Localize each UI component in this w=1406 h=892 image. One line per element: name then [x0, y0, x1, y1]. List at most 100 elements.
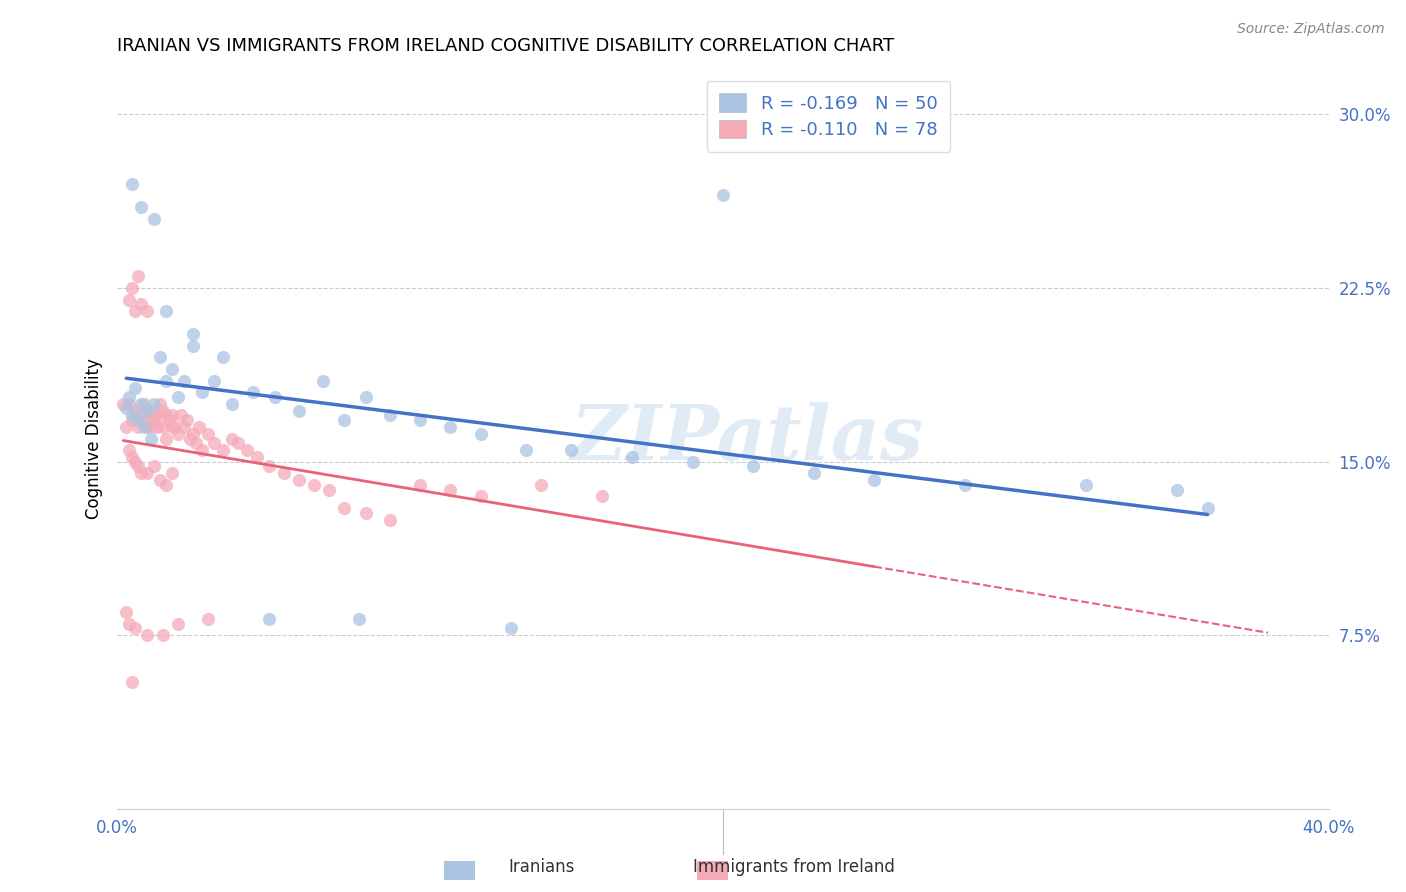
Point	[202, 374, 225, 388]
Point	[136, 628, 159, 642]
Point	[184, 436, 207, 450]
Text: Iranians: Iranians	[508, 858, 575, 876]
Text: Immigrants from Ireland: Immigrants from Ireland	[693, 858, 896, 876]
Legend: R = -0.169   N = 50, R = -0.110   N = 78: R = -0.169 N = 50, R = -0.110 N = 78	[707, 80, 950, 152]
Point	[160, 420, 183, 434]
Point	[127, 420, 149, 434]
Point	[191, 385, 214, 400]
Text: ZIPatlas: ZIPatlas	[571, 401, 924, 475]
Point	[181, 339, 204, 353]
Point	[152, 403, 174, 417]
Point	[354, 390, 377, 404]
Point	[591, 490, 613, 504]
Point	[142, 397, 165, 411]
Point	[139, 420, 162, 434]
Point	[131, 200, 153, 214]
Point	[212, 443, 235, 458]
Point	[197, 426, 219, 441]
Point	[118, 397, 141, 411]
Text: IRANIAN VS IMMIGRANTS FROM IRELAND COGNITIVE DISABILITY CORRELATION CHART: IRANIAN VS IMMIGRANTS FROM IRELAND COGNI…	[117, 37, 894, 55]
Point	[245, 450, 267, 464]
Point	[181, 327, 204, 342]
Point	[257, 612, 280, 626]
Point	[131, 467, 153, 481]
Point	[179, 432, 201, 446]
Point	[134, 420, 156, 434]
Point	[163, 420, 186, 434]
Point	[149, 473, 172, 487]
Point	[378, 409, 401, 423]
Point	[149, 351, 172, 365]
Point	[115, 420, 138, 434]
Point	[121, 409, 143, 423]
Point	[121, 413, 143, 427]
Point	[1076, 478, 1098, 492]
Point	[176, 413, 198, 427]
Point	[145, 420, 167, 434]
Point	[142, 413, 165, 427]
Point	[127, 413, 149, 427]
Point	[1197, 501, 1219, 516]
Point	[131, 409, 153, 423]
Point	[155, 432, 177, 446]
Point	[160, 409, 183, 423]
Point	[124, 304, 146, 318]
Point	[181, 426, 204, 441]
Point	[139, 432, 162, 446]
Point	[530, 478, 553, 492]
Point	[409, 478, 432, 492]
Point	[221, 397, 243, 411]
Point	[318, 483, 340, 497]
Point	[191, 443, 214, 458]
Point	[439, 483, 461, 497]
Point	[288, 473, 311, 487]
Point	[124, 403, 146, 417]
Point	[202, 436, 225, 450]
Point	[173, 420, 195, 434]
Point	[152, 420, 174, 434]
Point	[682, 455, 704, 469]
Point	[439, 420, 461, 434]
Point	[188, 420, 211, 434]
Point	[121, 281, 143, 295]
Point	[127, 269, 149, 284]
Point	[136, 304, 159, 318]
Point	[1166, 483, 1188, 497]
Point	[118, 443, 141, 458]
Text: Source: ZipAtlas.com: Source: ZipAtlas.com	[1237, 22, 1385, 37]
Point	[953, 478, 976, 492]
Point	[221, 432, 243, 446]
Point	[499, 622, 522, 636]
Point	[136, 420, 159, 434]
Point	[155, 374, 177, 388]
Point	[160, 362, 183, 376]
Point	[354, 506, 377, 520]
Point	[166, 616, 188, 631]
Point	[155, 409, 177, 423]
Point	[170, 409, 193, 423]
Point	[124, 622, 146, 636]
Point	[131, 397, 153, 411]
Point	[115, 401, 138, 416]
Point	[378, 513, 401, 527]
Point	[166, 426, 188, 441]
Point	[197, 612, 219, 626]
Point	[621, 450, 644, 464]
Point	[136, 467, 159, 481]
Point	[157, 413, 180, 427]
Point	[470, 490, 492, 504]
Point	[142, 211, 165, 226]
Point	[863, 473, 886, 487]
Point	[312, 374, 335, 388]
Point	[149, 397, 172, 411]
Point	[155, 478, 177, 492]
Point	[228, 436, 250, 450]
Point	[134, 413, 156, 427]
Point	[711, 188, 734, 202]
Point	[515, 443, 537, 458]
Point	[139, 409, 162, 423]
Point	[124, 381, 146, 395]
Point	[152, 628, 174, 642]
Point	[142, 403, 165, 417]
Point	[349, 612, 371, 626]
